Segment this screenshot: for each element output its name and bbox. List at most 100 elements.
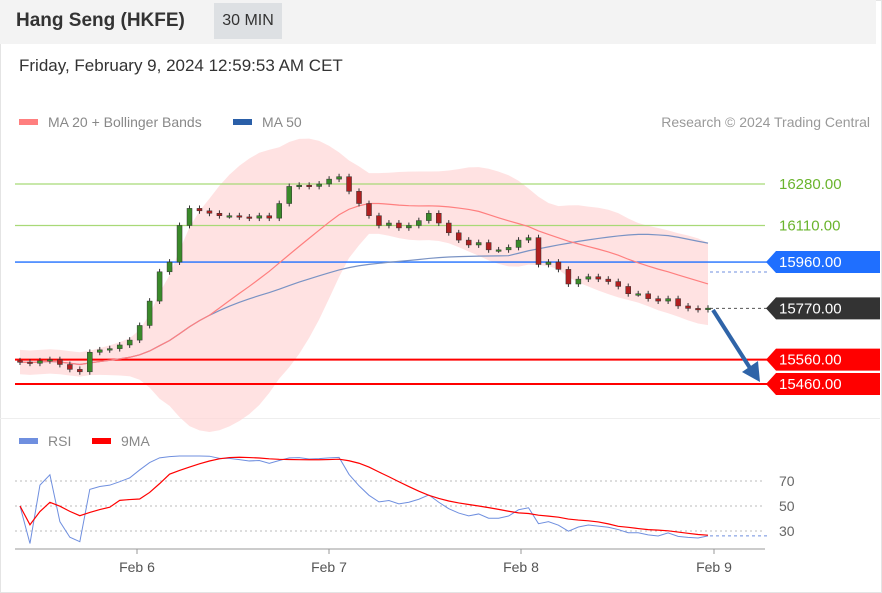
candle: [266, 215, 273, 219]
candle: [47, 359, 53, 362]
level-label: 16280.00: [779, 176, 842, 193]
rsi-tick-label: 70: [779, 473, 795, 489]
candle: [146, 300, 153, 326]
timestamp: Friday, February 9, 2024 12:59:53 AM CET: [19, 56, 343, 75]
x-tick-label: Feb 9: [696, 559, 732, 575]
candle: [695, 308, 701, 311]
candle: [705, 307, 711, 310]
candle: [57, 359, 63, 365]
candle: [565, 269, 572, 285]
timeframe-button[interactable]: 30 MIN: [214, 3, 282, 39]
candle: [545, 261, 552, 265]
candle: [17, 360, 23, 363]
candle: [116, 344, 123, 349]
candle: [386, 222, 392, 226]
candle: [615, 281, 622, 287]
legend-label: MA 20 + Bollinger Bands: [48, 114, 202, 130]
rsi-swatch: [19, 438, 38, 444]
candle: [495, 249, 502, 252]
candle: [126, 339, 133, 346]
candle: [575, 278, 582, 285]
header: Hang Seng (HKFE) 30 MIN: [0, 0, 876, 44]
candle: [326, 178, 332, 185]
candle: [475, 242, 482, 246]
ma20-line: [19, 202, 709, 366]
candle: [685, 305, 691, 309]
candle: [505, 247, 512, 251]
forecast-arrow: [711, 308, 752, 370]
candle: [276, 203, 282, 219]
candle: [286, 186, 292, 204]
legend-label: RSI: [48, 433, 72, 449]
candle: [256, 215, 263, 219]
candle: [166, 261, 173, 273]
candle: [406, 225, 412, 229]
candle: [655, 298, 661, 302]
candle: [176, 225, 183, 263]
legend-ma50: MA 50: [233, 114, 302, 130]
x-tick-label: Feb 7: [311, 559, 347, 575]
rsi-tick-label: 50: [779, 498, 795, 514]
rsi-ma-line: [19, 456, 709, 536]
ma20-swatch: [19, 119, 38, 125]
rsi-line: [19, 455, 709, 544]
level-label: 15560.00: [779, 352, 842, 369]
panel-divider: [0, 418, 880, 419]
credit: Research © 2024 Trading Central: [661, 114, 870, 130]
candle: [605, 278, 612, 282]
candle: [485, 242, 492, 251]
candle: [465, 239, 472, 246]
level-label: 15460.00: [779, 376, 842, 393]
candle: [535, 237, 542, 265]
candle: [316, 183, 322, 187]
legend-9ma: 9MA: [92, 433, 150, 449]
rsi-tick-label: 30: [779, 523, 795, 539]
candle: [525, 237, 532, 241]
candle: [455, 232, 462, 241]
candle: [236, 215, 243, 218]
level-tag: [766, 348, 880, 371]
ma50-swatch: [233, 119, 252, 125]
level-tag: [766, 297, 880, 320]
candle: [246, 216, 253, 219]
candle: [356, 191, 362, 204]
candle: [515, 239, 522, 248]
candle: [106, 348, 113, 351]
candle: [665, 298, 671, 302]
candle: [336, 176, 342, 180]
candle: [346, 176, 352, 192]
candle: [675, 298, 681, 307]
x-tick-label: Feb 8: [503, 559, 539, 575]
candle: [595, 276, 602, 280]
bollinger-bands: [20, 138, 708, 432]
legend-rsi: RSI: [19, 433, 71, 449]
level-tag: [766, 251, 880, 274]
candle: [635, 293, 641, 296]
candle: [37, 360, 43, 364]
candle: [136, 325, 143, 341]
rsi-ma-swatch: [92, 438, 111, 444]
legend-label: MA 50: [262, 114, 302, 130]
candle: [67, 364, 73, 370]
candle: [97, 349, 103, 353]
candle: [645, 293, 651, 299]
candle: [196, 208, 203, 212]
legend-label: 9MA: [121, 433, 150, 449]
level-label: 15960.00: [779, 254, 842, 271]
candle: [585, 276, 592, 280]
candle: [27, 361, 33, 364]
instrument-title: Hang Seng (HKFE): [16, 10, 185, 31]
x-tick-label: Feb 6: [119, 559, 155, 575]
candle: [555, 261, 562, 270]
candle: [306, 184, 312, 187]
candle: [226, 215, 233, 218]
candle: [426, 213, 432, 221]
candle: [186, 208, 193, 226]
candle: [625, 286, 631, 295]
level-tag: [766, 373, 880, 395]
candle: [366, 203, 372, 216]
candle: [446, 222, 452, 234]
forecast-arrowhead: [742, 361, 760, 382]
candle: [416, 220, 422, 226]
